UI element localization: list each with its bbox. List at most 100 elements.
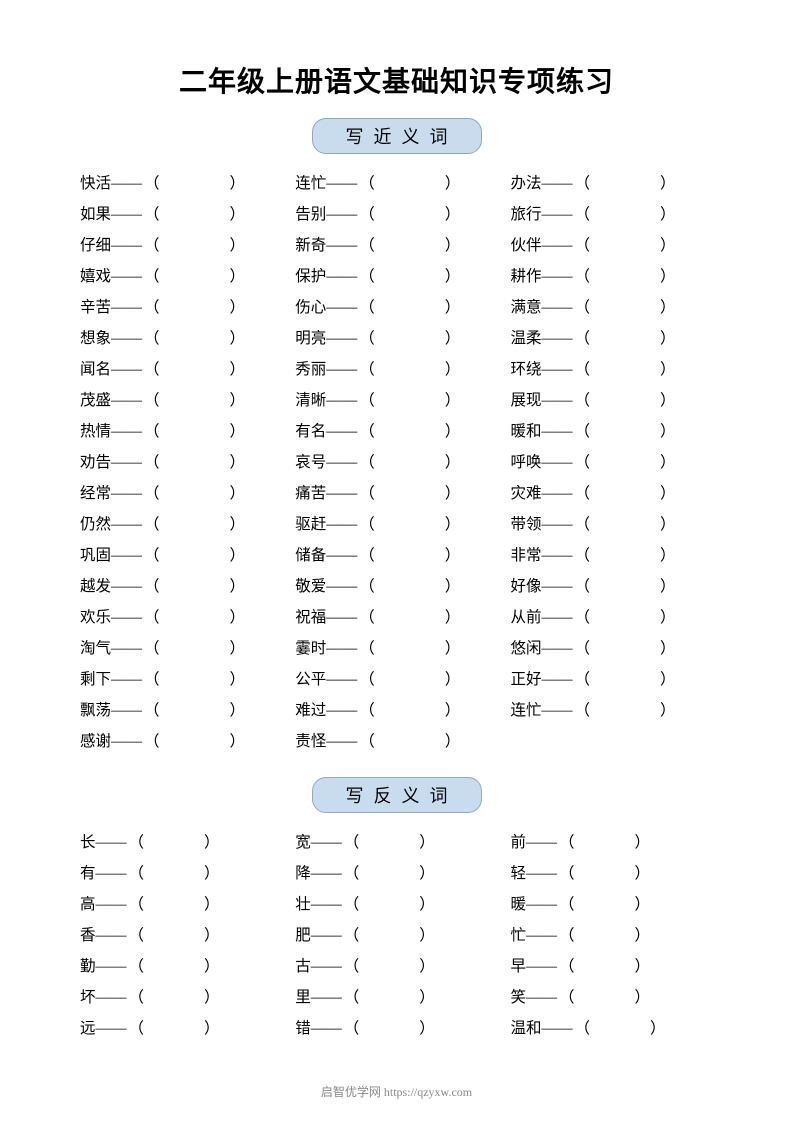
word-label: 正好 — [510, 664, 541, 695]
dash: —— — [96, 827, 127, 858]
paren-close: ） — [230, 354, 246, 385]
synonyms-col-1: 快活——（）如果——（）仔细——（）嬉戏——（）辛苦——（）想象——（）闻名——… — [80, 168, 283, 757]
list-item: 从前——（） — [510, 602, 713, 633]
list-item: 早——（） — [510, 951, 713, 982]
word-label: 里 — [295, 982, 311, 1013]
paren-open: （ — [559, 920, 575, 951]
word-label: 暖和 — [510, 416, 541, 447]
list-item: 飘荡——（） — [80, 695, 283, 726]
paren-open: （ — [574, 416, 590, 447]
dash: —— — [111, 509, 142, 540]
dash: —— — [111, 664, 142, 695]
word-label: 新奇 — [295, 230, 326, 261]
paren-close: ） — [634, 827, 650, 858]
word-label: 秀丽 — [295, 354, 326, 385]
word-label: 辛苦 — [80, 292, 111, 323]
word-label: 仔细 — [80, 230, 111, 261]
dash: —— — [326, 292, 357, 323]
dash: —— — [541, 509, 572, 540]
paren-open: （ — [359, 664, 375, 695]
word-label: 越发 — [80, 571, 111, 602]
paren-close: ） — [660, 478, 676, 509]
paren-close: ） — [419, 982, 435, 1013]
dash: —— — [326, 230, 357, 261]
word-label: 保护 — [295, 261, 326, 292]
word-label: 错 — [295, 1013, 311, 1044]
list-item: 办法——（） — [510, 168, 713, 199]
dash: —— — [326, 168, 357, 199]
dash: —— — [541, 695, 572, 726]
list-item: 远——（） — [80, 1013, 283, 1044]
dash: —— — [111, 168, 142, 199]
paren-open: （ — [344, 1013, 360, 1044]
dash: —— — [96, 982, 127, 1013]
paren-close: ） — [445, 571, 461, 602]
paren-open: （ — [344, 889, 360, 920]
paren-close: ） — [660, 323, 676, 354]
paren-close: ） — [230, 323, 246, 354]
paren-close: ） — [445, 416, 461, 447]
paren-open: （ — [129, 920, 145, 951]
list-item: 经常——（） — [80, 478, 283, 509]
word-label: 带领 — [510, 509, 541, 540]
paren-close: ） — [660, 261, 676, 292]
paren-open: （ — [344, 951, 360, 982]
dash: —— — [96, 889, 127, 920]
paren-open: （ — [359, 509, 375, 540]
paren-open: （ — [359, 354, 375, 385]
paren-open: （ — [144, 726, 160, 757]
dash: —— — [541, 478, 572, 509]
paren-close: ） — [445, 602, 461, 633]
dash: —— — [111, 354, 142, 385]
dash: —— — [541, 385, 572, 416]
word-label: 难过 — [295, 695, 326, 726]
word-label: 霎时 — [295, 633, 326, 664]
word-label: 有名 — [295, 416, 326, 447]
word-label: 长 — [80, 827, 96, 858]
word-label: 连忙 — [510, 695, 541, 726]
paren-open: （ — [344, 982, 360, 1013]
list-item: 满意——（） — [510, 292, 713, 323]
paren-open: （ — [144, 447, 160, 478]
dash: —— — [326, 509, 357, 540]
word-label: 勤 — [80, 951, 96, 982]
section-badge-antonyms: 写反义词 — [312, 777, 482, 813]
word-label: 敬爱 — [295, 571, 326, 602]
paren-close: ） — [650, 1013, 666, 1044]
dash: —— — [326, 571, 357, 602]
dash: —— — [541, 261, 572, 292]
word-label: 祝福 — [295, 602, 326, 633]
list-item: 责怪——（） — [295, 726, 498, 757]
paren-close: ） — [660, 292, 676, 323]
word-label: 旅行 — [510, 199, 541, 230]
paren-close: ） — [445, 261, 461, 292]
paren-open: （ — [144, 168, 160, 199]
dash: —— — [111, 323, 142, 354]
list-item: 里——（） — [295, 982, 498, 1013]
word-label: 壮 — [295, 889, 311, 920]
paren-open: （ — [359, 292, 375, 323]
dash: —— — [526, 951, 557, 982]
paren-open: （ — [574, 509, 590, 540]
list-item: 笑——（） — [510, 982, 713, 1013]
list-item: 连忙——（） — [295, 168, 498, 199]
list-item: 宽——（） — [295, 827, 498, 858]
paren-open: （ — [574, 292, 590, 323]
list-item: 勤——（） — [80, 951, 283, 982]
paren-close: ） — [230, 447, 246, 478]
list-item: 伤心——（） — [295, 292, 498, 323]
dash: —— — [96, 920, 127, 951]
list-item: 敬爱——（） — [295, 571, 498, 602]
dash: —— — [326, 199, 357, 230]
list-item: 香——（） — [80, 920, 283, 951]
dash: —— — [311, 889, 342, 920]
list-item: 仔细——（） — [80, 230, 283, 261]
paren-close: ） — [230, 385, 246, 416]
paren-close: ） — [230, 695, 246, 726]
paren-close: ） — [660, 540, 676, 571]
paren-close: ） — [419, 920, 435, 951]
paren-close: ） — [230, 726, 246, 757]
word-label: 快活 — [80, 168, 111, 199]
list-item: 灾难——（） — [510, 478, 713, 509]
paren-close: ） — [204, 920, 220, 951]
